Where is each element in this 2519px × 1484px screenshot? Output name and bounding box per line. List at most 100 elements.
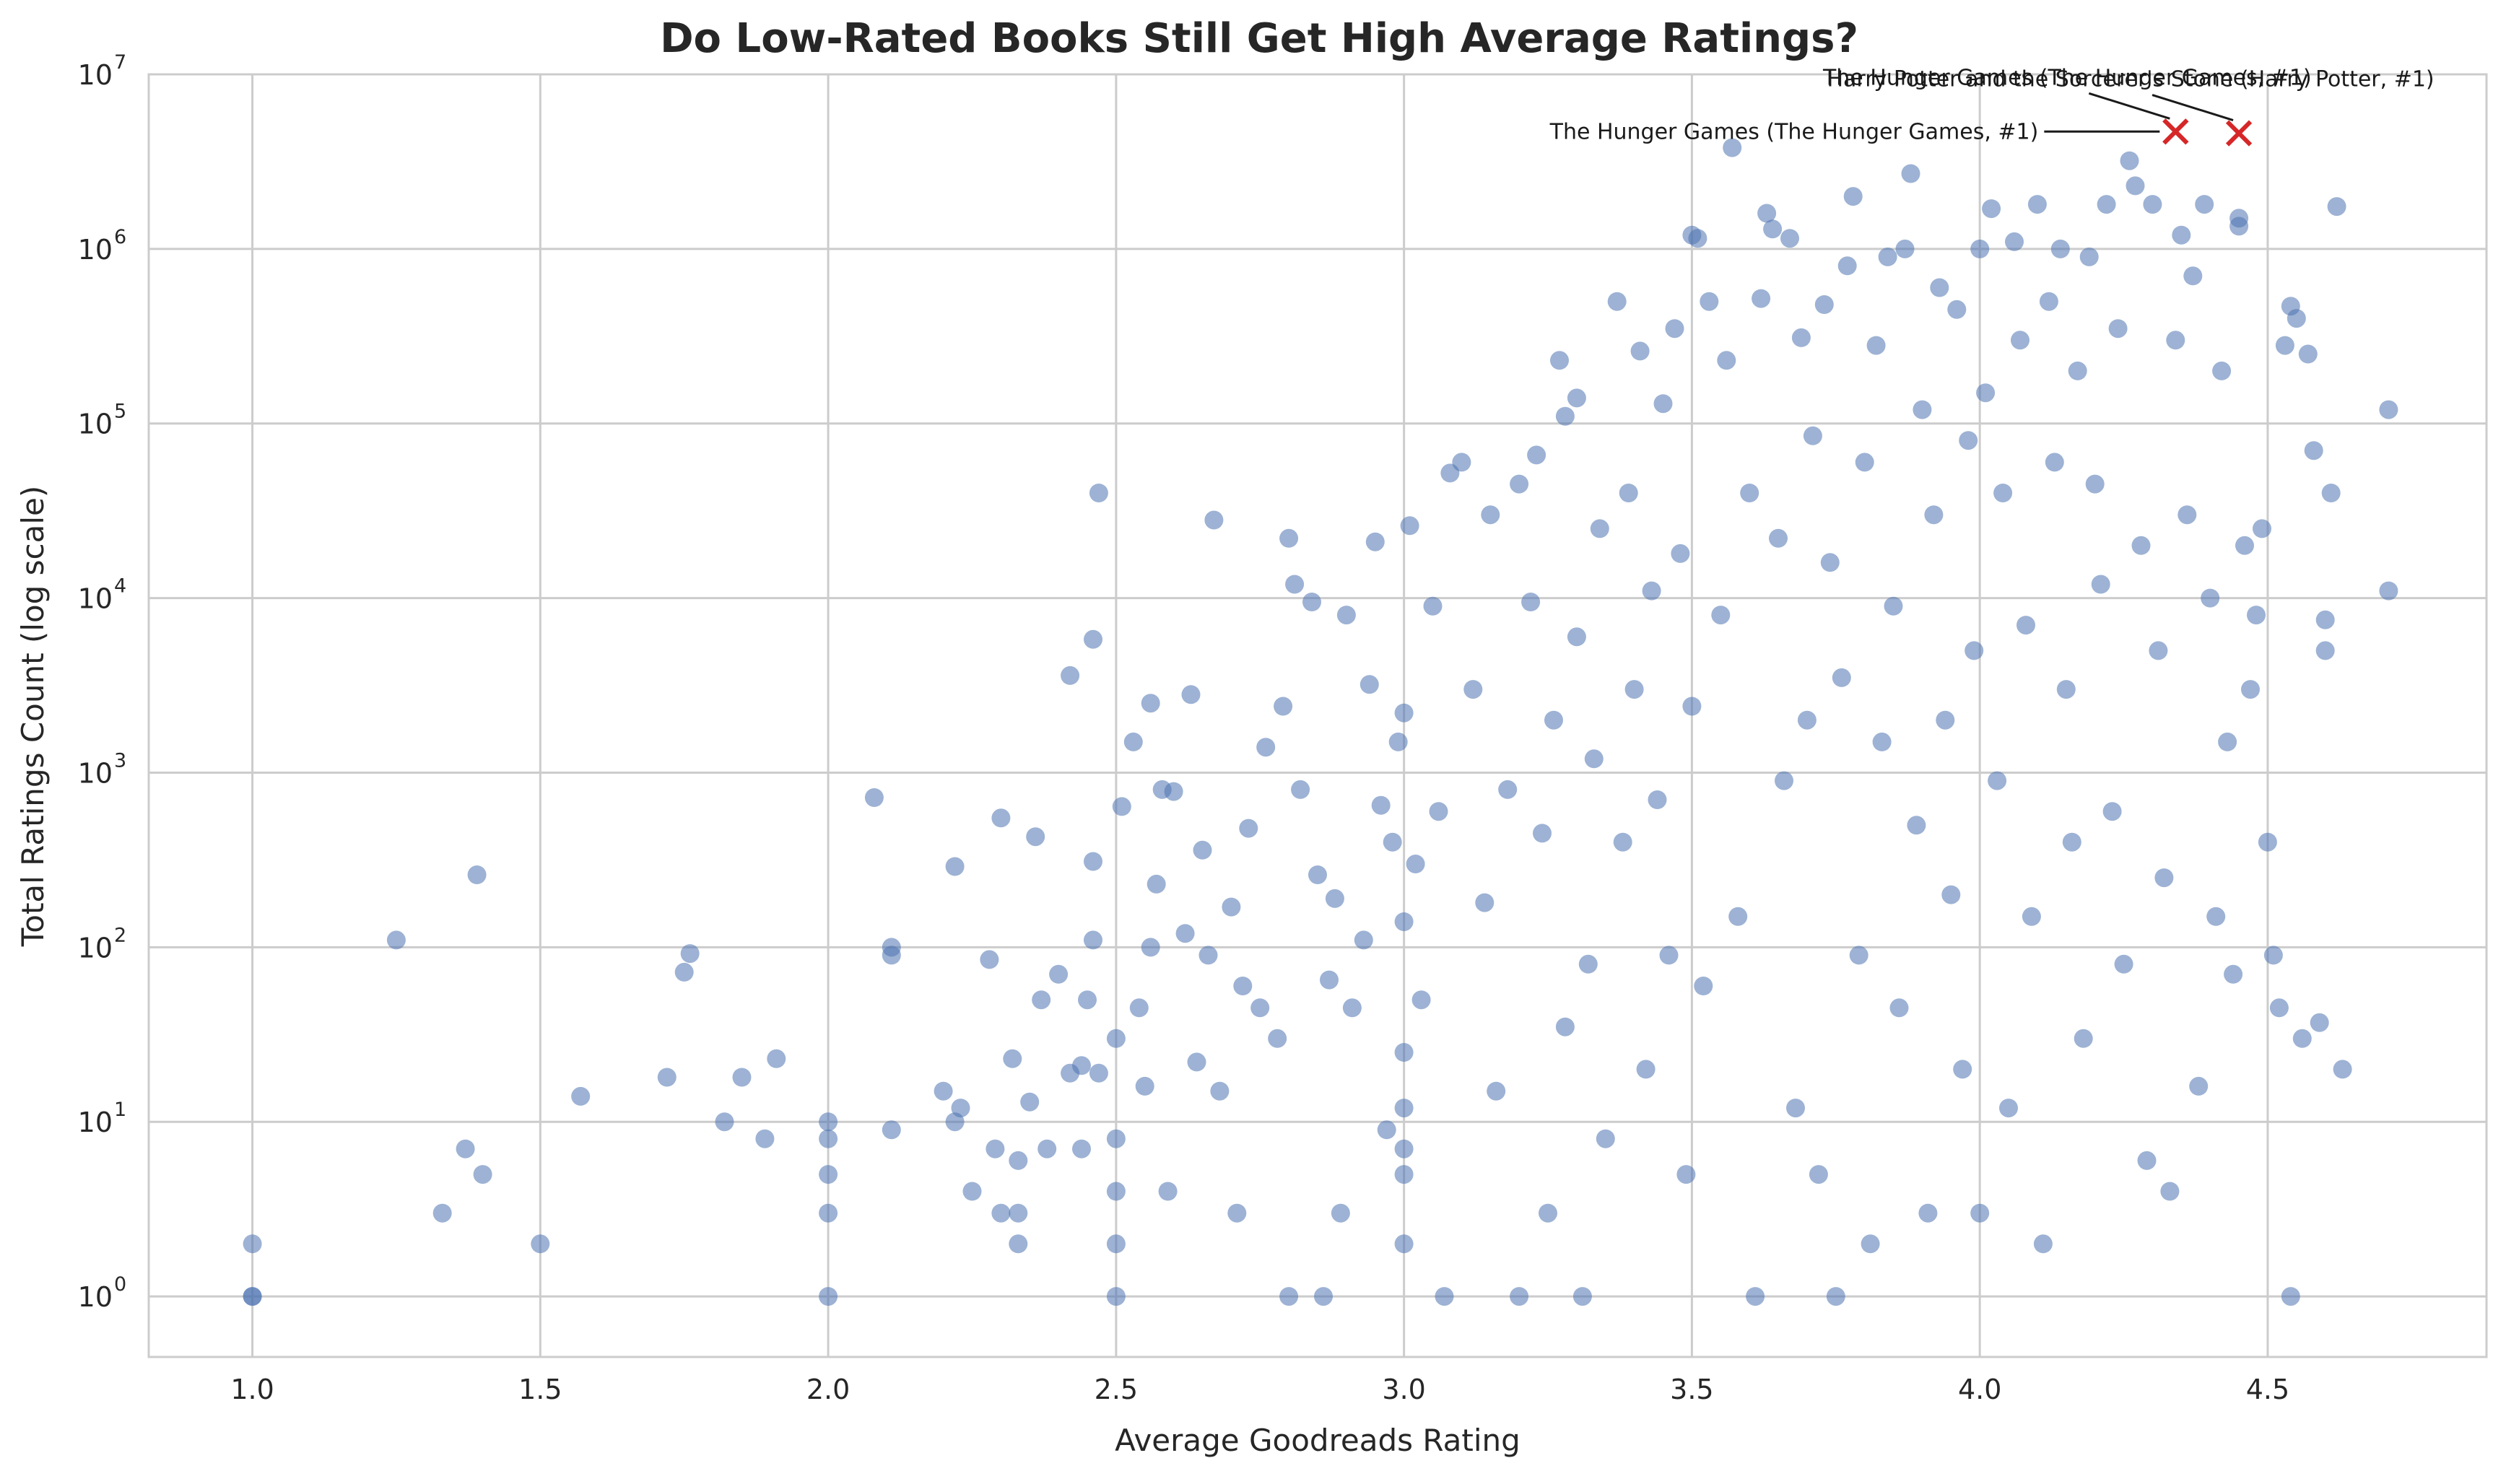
data-point — [1809, 1165, 1828, 1184]
data-point — [1400, 516, 1419, 536]
data-point — [1510, 474, 1529, 494]
data-point — [1285, 575, 1305, 594]
data-point — [2097, 195, 2116, 214]
data-point — [1584, 749, 1604, 769]
data-point — [2011, 331, 2029, 350]
data-point — [2137, 1151, 2157, 1170]
data-point — [1826, 1287, 1845, 1306]
data-point — [1723, 138, 1742, 157]
data-point — [2079, 247, 2099, 266]
annotation-label: Harry Potter and the Sorcerer's Stone (H… — [1827, 67, 2434, 92]
data-point — [732, 1068, 752, 1087]
highlight-marker — [2225, 120, 2253, 147]
data-point — [2189, 1076, 2209, 1096]
data-point — [1394, 703, 1414, 723]
annotation-label: The Hunger Games (The Hunger Games, #1) — [1822, 65, 2312, 90]
annotation-label: The Hunger Games (The Hunger Games, #1) — [1549, 119, 2039, 144]
data-point — [1164, 782, 1183, 801]
data-point — [1394, 1234, 1414, 1254]
data-point — [1613, 832, 1632, 852]
data-point — [2292, 1029, 2312, 1048]
data-point — [1009, 1234, 1028, 1254]
data-point — [1889, 998, 1909, 1018]
x-tick-label: 1.0 — [230, 1374, 274, 1405]
data-point — [1642, 581, 1661, 601]
data-point — [1388, 732, 1408, 751]
data-point — [1233, 977, 1253, 995]
data-point — [1411, 990, 1431, 1010]
data-point — [1572, 1287, 1592, 1306]
data-point — [243, 1287, 262, 1306]
data-point — [934, 1081, 953, 1101]
data-point — [456, 1139, 475, 1158]
data-point — [1078, 990, 1097, 1010]
data-point — [1947, 300, 1967, 319]
data-point — [2218, 732, 2237, 751]
data-point — [1555, 406, 1575, 426]
data-point — [2287, 309, 2306, 328]
data-point — [819, 1287, 838, 1306]
data-point — [819, 1112, 838, 1132]
data-point — [2206, 907, 2226, 926]
data-point — [2108, 319, 2128, 339]
data-point — [2275, 336, 2294, 355]
data-point — [1072, 1139, 1091, 1158]
data-point — [1106, 1029, 1126, 1048]
data-point — [2379, 581, 2398, 601]
data-point — [680, 944, 700, 964]
data-point — [2056, 680, 2076, 699]
data-point — [864, 788, 884, 807]
data-point — [1394, 1139, 1414, 1158]
data-point — [882, 938, 901, 957]
data-point — [715, 1112, 734, 1132]
data-point — [1780, 229, 1799, 248]
data-point — [2160, 1182, 2180, 1201]
data-point — [1268, 1029, 1287, 1048]
data-point — [1688, 229, 1707, 248]
data-point — [1752, 289, 1771, 308]
data-point — [1365, 532, 1385, 551]
data-point — [1959, 431, 1978, 450]
data-point — [1843, 187, 1863, 206]
data-point — [1791, 328, 1811, 347]
data-point — [1970, 239, 1990, 258]
data-point — [1435, 1287, 1454, 1306]
data-point — [1769, 528, 1788, 548]
data-point — [1342, 998, 1362, 1018]
data-point — [1728, 907, 1748, 926]
data-point — [1026, 827, 1045, 847]
data-point — [1475, 893, 1495, 912]
data-point — [1665, 319, 1684, 339]
data-point — [1740, 484, 1759, 502]
data-point — [962, 1182, 982, 1201]
data-point — [1320, 970, 1339, 990]
x-tick-label: 3.0 — [1382, 1374, 1425, 1405]
data-point — [1123, 732, 1143, 751]
data-point — [951, 1099, 970, 1118]
data-point — [1481, 505, 1500, 525]
y-tick-exponent: 7 — [114, 51, 126, 74]
data-point — [1988, 771, 2007, 790]
data-point — [674, 962, 694, 982]
data-point — [1521, 593, 1541, 611]
highlighted-books — [2162, 118, 2253, 147]
data-point — [1803, 426, 1822, 445]
data-point — [1775, 771, 1793, 790]
data-point — [1279, 1287, 1299, 1306]
data-point — [1032, 990, 1051, 1010]
data-point — [980, 950, 999, 969]
data-point — [1227, 1203, 1247, 1223]
data-point — [1423, 596, 1443, 616]
data-point — [1049, 964, 1069, 984]
data-point — [882, 1120, 901, 1140]
data-point — [2085, 474, 2105, 494]
highlight-marker — [2162, 118, 2189, 145]
data-points — [243, 138, 2398, 1306]
data-point — [1976, 383, 1996, 403]
data-point — [657, 1068, 676, 1087]
data-point — [1222, 897, 1241, 917]
data-point — [1763, 219, 1783, 239]
data-point — [1106, 1287, 1126, 1306]
x-tick-label: 3.5 — [1670, 1374, 1713, 1405]
